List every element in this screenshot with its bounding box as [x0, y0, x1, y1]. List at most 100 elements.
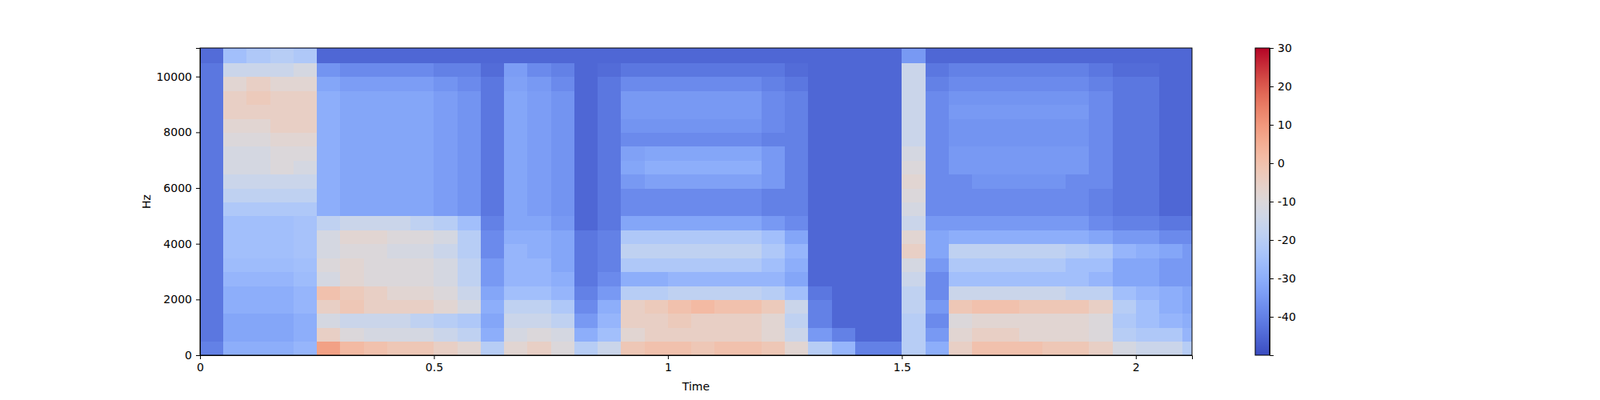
cell	[364, 76, 388, 92]
cell	[574, 229, 599, 244]
cell	[387, 272, 412, 287]
cell	[1042, 104, 1067, 120]
cell	[668, 327, 692, 342]
cell	[691, 244, 716, 259]
cell	[972, 104, 996, 120]
cell	[246, 146, 271, 161]
cell	[925, 285, 950, 300]
cell	[855, 76, 880, 92]
cell	[878, 201, 903, 216]
cell	[1042, 257, 1067, 272]
cell	[925, 90, 950, 105]
cell	[1159, 118, 1184, 133]
cell	[761, 146, 786, 161]
cell	[480, 160, 505, 175]
cell	[480, 272, 505, 287]
cell	[1088, 118, 1113, 133]
cell	[784, 299, 809, 314]
cell	[1088, 48, 1113, 64]
cell	[972, 201, 996, 216]
cell	[948, 118, 973, 133]
cell	[200, 216, 224, 231]
cell	[808, 201, 832, 216]
cell	[855, 257, 880, 272]
cell	[855, 90, 880, 105]
cell	[691, 229, 716, 244]
cell	[925, 132, 950, 147]
cell	[574, 257, 599, 272]
cell	[457, 132, 482, 147]
x-axis-title: Time	[681, 380, 710, 393]
cell	[972, 341, 996, 356]
cell	[995, 229, 1020, 244]
cell	[691, 104, 716, 120]
cell	[1042, 313, 1067, 328]
cell	[1065, 76, 1090, 92]
cell	[457, 299, 482, 314]
cell	[1182, 118, 1192, 133]
tick-label: 0	[184, 348, 192, 362]
cell	[925, 341, 950, 356]
cell	[1042, 76, 1067, 92]
cell	[808, 257, 832, 272]
cell	[901, 341, 926, 356]
cell	[925, 229, 950, 244]
cell	[1159, 257, 1184, 272]
cell	[1042, 244, 1067, 259]
cell	[574, 244, 599, 259]
cell	[597, 201, 622, 216]
cell	[410, 216, 435, 231]
cell	[200, 48, 224, 64]
tick: 0	[1269, 156, 1285, 170]
cell	[1088, 104, 1113, 120]
cell	[340, 174, 364, 189]
cell	[878, 327, 903, 342]
cell	[972, 48, 996, 64]
cell	[551, 327, 576, 342]
cell	[527, 201, 552, 216]
cell	[293, 174, 318, 189]
cell	[995, 160, 1020, 175]
cell	[246, 216, 271, 231]
cell	[855, 285, 880, 300]
cell	[1112, 272, 1137, 287]
cell	[504, 146, 528, 161]
cell	[316, 118, 341, 133]
cell	[433, 90, 458, 105]
cell	[620, 229, 645, 244]
cell	[784, 104, 809, 120]
cell	[246, 257, 271, 272]
cell	[925, 104, 950, 120]
cell	[293, 104, 318, 120]
cell	[761, 174, 786, 189]
cell	[668, 132, 692, 147]
cell	[246, 90, 271, 105]
cell	[738, 48, 763, 64]
cell	[972, 272, 996, 287]
cell	[316, 272, 341, 287]
cell	[457, 327, 482, 342]
cell	[410, 327, 435, 342]
cell	[597, 272, 622, 287]
cell	[504, 201, 528, 216]
cell	[457, 76, 482, 92]
cell	[433, 257, 458, 272]
cell	[1019, 160, 1044, 175]
cell	[948, 229, 973, 244]
cell	[387, 257, 412, 272]
cell	[364, 90, 388, 105]
cell	[316, 76, 341, 92]
cell	[714, 327, 739, 342]
cell	[270, 244, 295, 259]
cell	[223, 299, 248, 314]
cell	[1019, 272, 1044, 287]
cell	[1065, 146, 1090, 161]
cell	[832, 48, 856, 64]
cell	[691, 62, 716, 77]
cell	[480, 229, 505, 244]
cell	[1088, 188, 1113, 203]
cell	[223, 48, 248, 64]
cell	[808, 160, 832, 175]
cell	[387, 188, 412, 203]
cell	[784, 285, 809, 300]
